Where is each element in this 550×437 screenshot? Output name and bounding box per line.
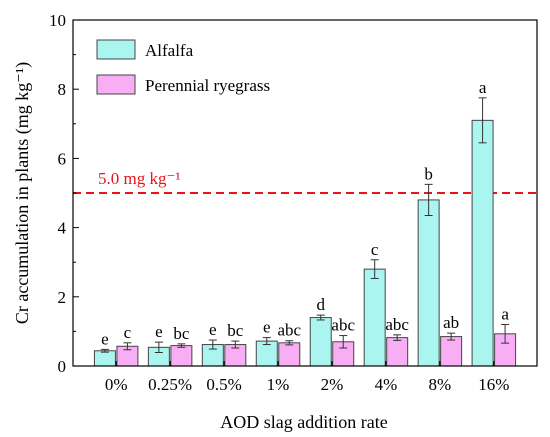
bar-alfalfa-6 — [417, 199, 440, 367]
y-tick-label: 4 — [58, 219, 67, 238]
y-tick-label: 6 — [58, 149, 67, 168]
bar-ryegrass-1 — [170, 345, 193, 367]
y-tick-label: 8 — [58, 80, 67, 99]
bar-ryegrass-6 — [440, 336, 463, 367]
legend-label: Alfalfa — [145, 41, 194, 60]
y-tick-label: 0 — [58, 357, 67, 376]
y-tick-label: 2 — [58, 288, 67, 307]
x-tick-label: 0.5% — [206, 375, 241, 394]
significance-letter: a — [479, 78, 487, 97]
significance-letter: e — [209, 320, 217, 339]
significance-letter: c — [371, 240, 379, 259]
legend-swatch-ryegrass — [96, 74, 136, 95]
bar-alfalfa-4 — [309, 317, 332, 367]
significance-letter: abc — [385, 315, 409, 334]
legend: Alfalfa Perennial ryegrass — [96, 39, 270, 95]
x-axis-title: AOD slag addition rate — [220, 412, 387, 432]
significance-letter: d — [316, 295, 325, 314]
x-tick-label: 8% — [429, 375, 452, 394]
significance-letter: abc — [331, 316, 355, 335]
y-axis-title: Cr accumulation in plants (mg kg⁻¹) — [12, 62, 33, 324]
x-tick-label: 4% — [375, 375, 398, 394]
significance-letter: ab — [443, 313, 459, 332]
bar-alfalfa-0 — [93, 350, 116, 367]
bar-alfalfa-5 — [363, 268, 386, 367]
x-tick-label: 0.25% — [148, 375, 192, 394]
axes: 0% 0.25% 0.5% 1% 2% 4% 8% 16% 0 2 4 6 8 10 — [49, 11, 538, 394]
significance-letter: b — [424, 164, 433, 183]
x-tick-label: 0% — [105, 375, 128, 394]
threshold-label: 5.0 mg kg⁻¹ — [98, 169, 181, 188]
x-tick-label: 2% — [321, 375, 344, 394]
bar-ryegrass-3 — [278, 342, 301, 367]
significance-letter: bc — [227, 321, 244, 340]
significance-letter: c — [124, 323, 132, 342]
significance-letter: e — [263, 318, 271, 337]
bar-alfalfa-7 — [471, 119, 494, 367]
significance-letter: bc — [173, 324, 190, 343]
legend-swatch-alfalfa — [96, 39, 136, 60]
significance-letter: a — [501, 304, 509, 323]
legend-label: Perennial ryegrass — [145, 76, 270, 95]
significance-letter: abc — [277, 321, 301, 340]
significance-letter: e — [155, 322, 163, 341]
bar-ryegrass-5 — [386, 337, 409, 367]
y-tick-label: 10 — [49, 11, 66, 30]
x-tick-label: 1% — [267, 375, 290, 394]
significance-letter: e — [101, 329, 109, 348]
x-tick-label: 16% — [478, 375, 509, 394]
